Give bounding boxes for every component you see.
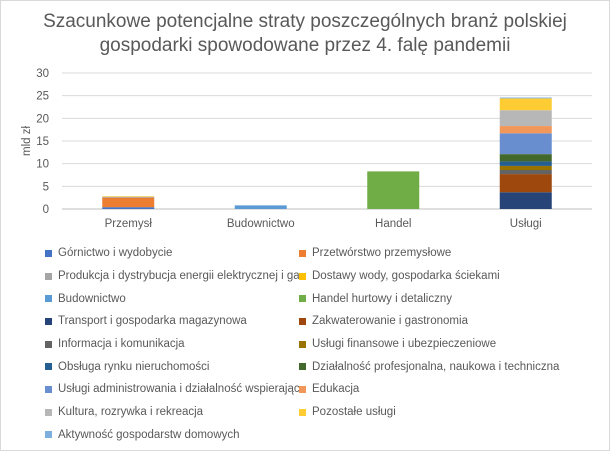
y-tick-label: 25 xyxy=(36,91,49,103)
chart-title: Szacunkowe potencjalne straty poszczegól… xyxy=(0,10,610,58)
y-tick-label: 15 xyxy=(36,136,49,148)
legend: Górnictwo i wydobycie Przetwórstwo przemy… xyxy=(45,242,605,446)
legend-item: Usługi administrowania i działalność wsp… xyxy=(45,378,299,401)
legend-swatch xyxy=(299,272,306,280)
chart-title-line-1: Szacunkowe potencjalne straty poszczegól… xyxy=(43,11,567,32)
y-tick-label: 20 xyxy=(36,113,49,125)
legend-item: Edukacja xyxy=(299,378,605,401)
legend-item: Informacja i komunikacja xyxy=(45,333,299,356)
x-tick-label: Handel xyxy=(375,218,411,230)
legend-swatch xyxy=(45,295,52,303)
legend-swatch xyxy=(45,272,52,280)
bar-segment xyxy=(499,98,552,111)
legend-label: Dostawy wody, gospodarka ściekami xyxy=(312,270,500,283)
legend-item: Obsługa rynku nieruchomości xyxy=(45,355,299,378)
legend-item: Działalność profesjonalna, naukowa i tec… xyxy=(299,355,605,378)
bar-segment xyxy=(234,205,287,209)
legend-label: Kultura, rozrywka i rekreacja xyxy=(58,406,204,419)
legend-swatch xyxy=(45,340,52,348)
legend-swatch xyxy=(45,249,52,257)
legend-swatch xyxy=(299,249,306,257)
legend-swatch xyxy=(299,385,306,393)
y-tick-label: 10 xyxy=(36,159,49,171)
bar-segment xyxy=(499,97,552,99)
y-tick-labels: 0 5 10 15 20 25 30 xyxy=(36,68,49,216)
legend-label: Transport i gospodarka magazynowa xyxy=(58,315,247,328)
bar-segment xyxy=(499,165,552,171)
legend-item: Kultura, rozrywka i rekreacja xyxy=(45,401,299,424)
legend-item: Handel hurtowy i detaliczny xyxy=(299,287,605,310)
bar-segment xyxy=(499,174,552,193)
legend-label: Usługi finansowe i ubezpieczeniowe xyxy=(312,338,497,351)
bar-segment xyxy=(499,133,552,155)
chart-title-line-2: gospodarki spowodowane przez 4. falę pan… xyxy=(99,35,511,56)
bar-segment xyxy=(499,110,552,127)
legend-swatch xyxy=(299,295,306,303)
legend-label: Przetwórstwo przemysłowe xyxy=(312,247,452,260)
legend-swatch xyxy=(299,408,306,416)
legend-item: Transport i gospodarka magazynowa xyxy=(45,310,299,333)
legend-item: Aktywność gospodarstw domowych xyxy=(45,424,299,447)
legend-label: Budownictwo xyxy=(58,292,126,305)
legend-item: Usługi finansowe i ubezpieczeniowe xyxy=(299,333,605,356)
legend-item: Pozostałe usługi xyxy=(299,401,605,424)
y-axis-label: mld zł xyxy=(21,126,33,156)
legend-swatch xyxy=(45,431,52,439)
bar-segment xyxy=(102,197,155,208)
legend-item: Przetwórstwo przemysłowe xyxy=(299,242,605,265)
legend-label: Produkcja i dystrybucja energii elektryc… xyxy=(58,270,299,283)
legend-item: Produkcja i dystrybucja energii elektryc… xyxy=(45,265,299,288)
bars xyxy=(102,97,552,209)
legend-label: Handel hurtowy i detaliczny xyxy=(312,292,452,305)
legend-swatch xyxy=(299,363,306,371)
y-tick-label: 5 xyxy=(43,181,49,193)
bar-segment xyxy=(499,192,552,209)
bar-segment xyxy=(499,161,552,166)
legend-label: Obsługa rynku nieruchomości xyxy=(58,360,210,373)
bar-segment xyxy=(499,154,552,162)
legend-label: Informacja i komunikacja xyxy=(58,338,185,351)
bar-segment xyxy=(102,207,155,209)
legend-swatch xyxy=(45,317,52,325)
legend-swatch xyxy=(45,363,52,371)
legend-label: Górnictwo i wydobycie xyxy=(58,247,173,260)
legend-label: Usługi administrowania i działalność wsp… xyxy=(58,383,299,396)
legend-item: Górnictwo i wydobycie xyxy=(45,242,299,265)
y-tick-label: 0 xyxy=(43,204,49,216)
x-tick-label: Budownictwo xyxy=(227,218,295,230)
y-tick-label: 30 xyxy=(36,68,49,80)
bar-segment xyxy=(499,170,552,175)
x-tick-label: Usługi xyxy=(510,218,542,230)
legend-label: Działalność profesjonalna, naukowa i tec… xyxy=(312,360,560,373)
x-tick-label: Przemysł xyxy=(105,218,153,230)
legend-label: Edukacja xyxy=(312,383,360,396)
legend-item: Zakwaterowanie i gastronomia xyxy=(299,310,605,333)
legend-item: Dostawy wody, gospodarka ściekami xyxy=(299,265,605,288)
legend-swatch xyxy=(45,408,52,416)
legend-swatch xyxy=(299,340,306,348)
x-tick-labels: Przemysł Budownictwo Handel Usługi xyxy=(105,218,542,230)
legend-label: Aktywność gospodarstw domowych xyxy=(58,428,240,441)
legend-swatch xyxy=(45,385,52,393)
bar-segment xyxy=(499,126,552,134)
legend-item: Budownictwo xyxy=(45,287,299,310)
legend-swatch xyxy=(299,317,306,325)
legend-label: Zakwaterowanie i gastronomia xyxy=(312,315,468,328)
bar-segment xyxy=(102,196,155,198)
bar-segment xyxy=(367,171,420,209)
legend-label: Pozostałe usługi xyxy=(312,406,396,419)
